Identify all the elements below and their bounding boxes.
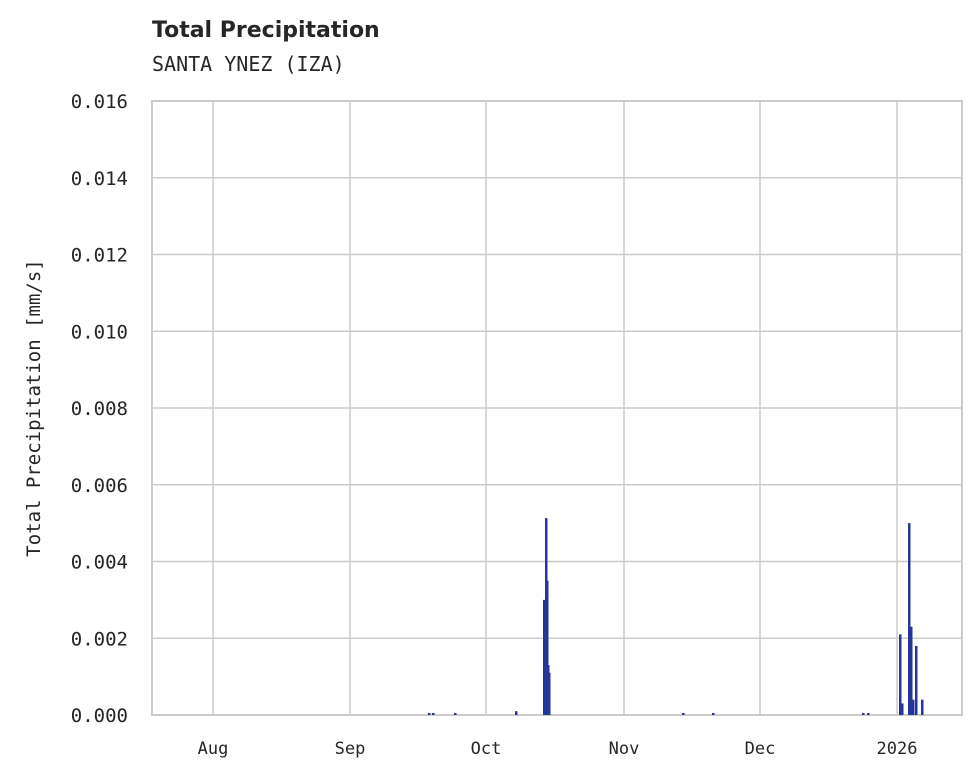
x-tick-label: Sep — [335, 739, 366, 759]
y-tick-label: 0.016 — [71, 91, 128, 113]
precip-bar — [908, 523, 911, 715]
data-bars — [428, 518, 924, 715]
precip-bar — [432, 713, 435, 715]
y-tick-label: 0.002 — [71, 628, 128, 650]
y-tick-label: 0.014 — [71, 168, 128, 190]
x-tick-label: Oct — [471, 739, 502, 759]
precip-bar — [899, 634, 902, 715]
precip-bar — [712, 713, 715, 715]
y-tick-label: 0.008 — [71, 398, 128, 420]
precip-bar — [682, 713, 685, 715]
precip-bar — [867, 713, 870, 715]
y-tick-label: 0.004 — [71, 552, 128, 574]
precip-bar — [921, 699, 924, 715]
x-axis-ticks: Aug Sep Oct Nov Dec 2026 — [198, 739, 918, 759]
y-axis-ticks: 0.000 0.002 0.004 0.006 0.008 0.010 0.012 0.014… — [71, 91, 128, 727]
x-tick-label: Nov — [609, 739, 640, 759]
precip-bar — [915, 645, 918, 715]
precip-bar — [901, 703, 904, 715]
precip-bar — [428, 713, 431, 715]
y-tick-label: 0.006 — [71, 475, 128, 497]
x-tick-label: Aug — [198, 739, 229, 759]
precip-bar — [548, 672, 551, 715]
grid — [152, 100, 962, 716]
chart-subtitle: SANTA YNEZ (IZA) — [152, 52, 345, 76]
x-tick-label: 2026 — [877, 739, 918, 759]
y-axis-label: Total Precipitation [mm/s] — [23, 259, 45, 556]
precip-bar — [910, 626, 913, 715]
y-tick-label: 0.012 — [71, 245, 128, 267]
precip-bar — [546, 580, 549, 715]
y-tick-label: 0.010 — [71, 321, 128, 343]
precip-bar — [515, 711, 518, 715]
precip-bar — [543, 599, 546, 715]
x-tick-label: Dec — [745, 739, 776, 759]
chart-title: Total Precipitation — [152, 18, 380, 43]
precip-bar — [454, 713, 457, 715]
precip-bar — [862, 713, 865, 715]
y-tick-label: 0.000 — [71, 705, 128, 727]
precip-bar — [912, 699, 915, 715]
plot-frame — [151, 100, 963, 716]
